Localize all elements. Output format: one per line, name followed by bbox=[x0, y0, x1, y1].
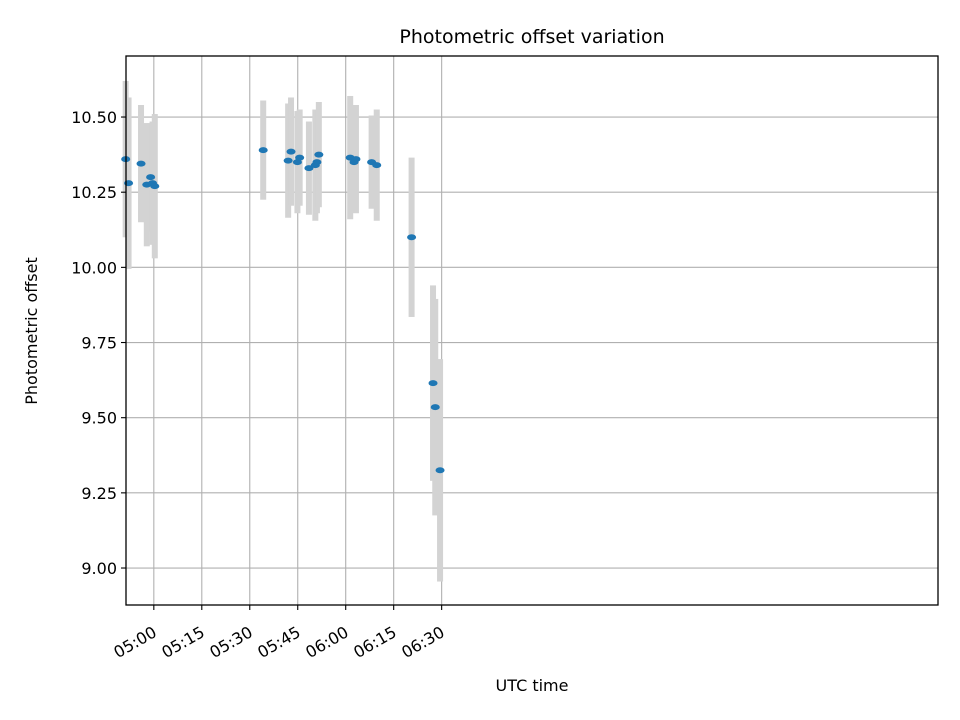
y-tick-label: 9.50 bbox=[81, 409, 117, 428]
y-tick-label: 10.00 bbox=[71, 258, 117, 277]
y-tick-label: 9.25 bbox=[81, 484, 117, 503]
data-point bbox=[136, 160, 146, 167]
data-point bbox=[150, 183, 160, 190]
y-tick-label: 10.25 bbox=[71, 183, 117, 202]
data-point bbox=[430, 404, 440, 411]
y-tick-label: 9.75 bbox=[81, 334, 117, 353]
data-point bbox=[286, 148, 296, 155]
data-point bbox=[407, 234, 417, 241]
data-point bbox=[314, 151, 324, 158]
data-point bbox=[292, 159, 302, 166]
data-points bbox=[121, 147, 445, 474]
data-point bbox=[428, 380, 438, 387]
data-point bbox=[146, 174, 156, 181]
plot-frame bbox=[125, 55, 939, 606]
chart-title: Photometric offset variation bbox=[399, 26, 664, 48]
data-point bbox=[351, 156, 361, 163]
data-point bbox=[312, 159, 322, 166]
y-axis-label: Photometric offset bbox=[22, 257, 41, 405]
grid-lines bbox=[126, 56, 938, 605]
y-tick-label: 10.50 bbox=[71, 108, 117, 127]
data-point bbox=[435, 467, 445, 474]
data-point bbox=[304, 165, 314, 172]
data-point bbox=[283, 157, 293, 164]
data-point bbox=[295, 154, 305, 161]
x-axis-label: UTC time bbox=[496, 676, 569, 695]
data-point bbox=[258, 147, 268, 154]
data-point bbox=[372, 162, 382, 169]
y-tick-label: 9.00 bbox=[81, 559, 117, 578]
